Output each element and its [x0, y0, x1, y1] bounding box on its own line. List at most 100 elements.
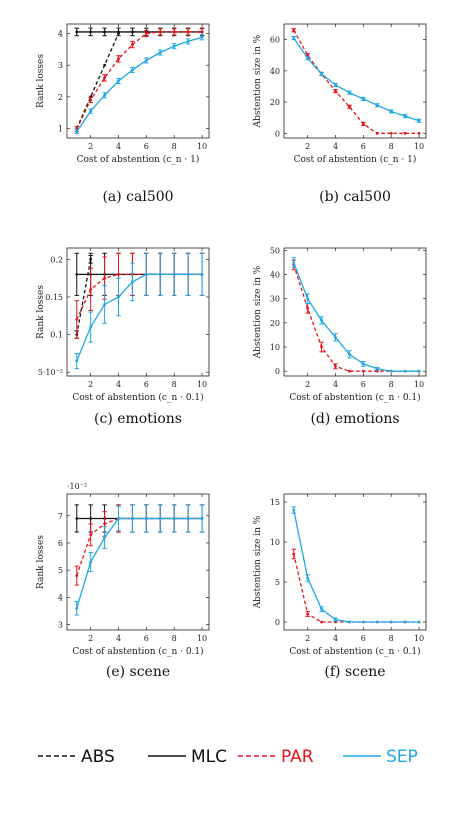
panel-caption: (f) scene	[324, 664, 385, 680]
x-tick-label: 4	[333, 380, 338, 389]
data-point	[320, 72, 323, 76]
data-point	[131, 68, 134, 72]
data-point	[361, 620, 365, 624]
y-tick-label: 7	[58, 512, 63, 521]
plot-frame	[283, 23, 427, 139]
y-tick-label: 5·10⁻²	[38, 368, 63, 377]
plot-frame	[66, 493, 210, 631]
y-tick-label: 0.2	[50, 255, 63, 264]
data-point	[103, 536, 106, 539]
y-tick-label: 5	[275, 578, 280, 587]
y-tick-label: 0	[275, 129, 280, 138]
data-point	[292, 261, 296, 264]
data-point	[334, 364, 337, 368]
data-point	[361, 362, 365, 366]
data-point	[172, 44, 176, 48]
data-point	[417, 131, 421, 135]
x-tick-label: 6	[361, 380, 366, 389]
y-axis-label: Rank losses	[36, 285, 46, 339]
data-point	[306, 53, 310, 57]
series-line	[293, 264, 420, 372]
chart-panel-c: 2 4 6 8 10 5·10⁻² 0.1 0.15 0.2 Cost of abstention…	[36, 247, 210, 427]
y-tick-label: 6	[58, 539, 63, 548]
data-point	[117, 295, 120, 299]
y-tick-label: 5	[58, 566, 63, 575]
data-point	[389, 369, 393, 373]
x-tick-label: 2	[305, 142, 310, 151]
series-line	[293, 509, 420, 623]
data-point	[348, 369, 351, 373]
data-point	[89, 30, 93, 34]
y-tick-label: 4	[58, 593, 63, 602]
data-point	[89, 109, 93, 113]
data-point	[417, 119, 421, 123]
data-point	[306, 56, 310, 60]
data-point	[117, 57, 120, 61]
panel-caption: (b) cal500	[319, 189, 391, 205]
data-point	[292, 552, 296, 556]
series-line	[76, 517, 203, 576]
data-point	[320, 345, 323, 349]
data-point	[172, 517, 176, 520]
x-tick-label: 2	[305, 380, 310, 389]
data-point	[306, 306, 310, 310]
data-point	[200, 517, 204, 520]
x-axis-label: Cost of abstention (c_n · 0.1)	[289, 392, 420, 403]
y-tick-label: 10	[270, 343, 280, 352]
x-tick-label: 4	[333, 142, 338, 151]
data-point	[75, 517, 79, 520]
data-point	[144, 517, 148, 520]
data-point	[375, 131, 379, 135]
panel-caption: (d) emotions	[310, 411, 399, 427]
data-point	[172, 30, 176, 34]
data-point	[348, 91, 351, 95]
x-axis-label: Cost of abstention (c_n · 0.1)	[289, 646, 420, 657]
legend-item-mlc: MLC	[148, 747, 227, 767]
y-tick-label: 4	[58, 30, 63, 39]
y-tick-label: 50	[270, 246, 280, 255]
y-axis-label: Rank losses	[36, 54, 46, 108]
data-point	[403, 114, 407, 118]
data-point	[306, 576, 310, 580]
data-point	[131, 30, 134, 34]
data-point	[417, 369, 421, 373]
y-tick-label: 20	[270, 319, 280, 328]
data-point	[144, 272, 148, 276]
data-point	[334, 83, 337, 87]
x-tick-label: 6	[361, 142, 366, 151]
data-point	[103, 30, 106, 34]
chart-panel-f: 2 4 6 8 10 0 5 10 15 Cost of abstention (c_n · 0.…	[253, 493, 427, 680]
data-point	[89, 560, 93, 564]
data-point	[89, 98, 93, 102]
series-mlc	[74, 27, 205, 37]
y-axis-label: Rank losses	[36, 535, 46, 589]
legend-item-abs: ABS	[38, 747, 115, 767]
series-line	[293, 262, 420, 372]
data-point	[375, 367, 379, 371]
data-point	[320, 620, 323, 624]
chart-panel-d: 2 4 6 8 10 0 10 20 30 40 50 Cost of abstention (c_n…	[253, 246, 427, 427]
data-point	[292, 508, 296, 512]
x-tick-label: 10	[197, 634, 207, 643]
series-par	[74, 28, 205, 133]
x-tick-label: 6	[361, 634, 366, 643]
series-par	[74, 252, 205, 339]
y-tick-label: 0.1	[50, 331, 63, 340]
x-tick-label: 10	[197, 380, 207, 389]
data-point	[348, 620, 351, 624]
series-par	[291, 259, 421, 373]
x-tick-label: 2	[88, 380, 93, 389]
panel-caption: (a) cal500	[102, 189, 173, 205]
data-point	[403, 620, 407, 624]
series-sep	[74, 252, 205, 369]
data-point	[348, 105, 351, 109]
data-point	[158, 517, 162, 520]
y-tick-label: 40	[270, 271, 280, 280]
data-point	[186, 40, 190, 43]
x-tick-label: 6	[144, 380, 149, 389]
series-line	[293, 37, 420, 122]
data-point	[186, 517, 190, 520]
data-point	[348, 352, 351, 356]
series-line	[76, 259, 92, 335]
